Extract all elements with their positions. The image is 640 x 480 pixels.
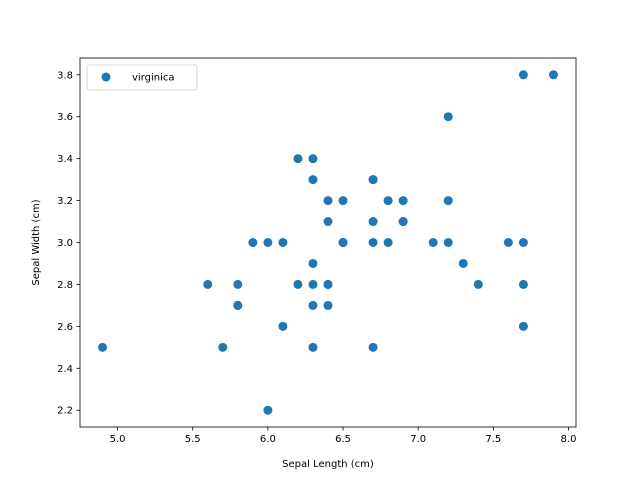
scatter-point (263, 405, 273, 415)
scatter-point (458, 258, 468, 268)
scatter-point (338, 196, 348, 206)
y-tick-label: 3.0 (57, 238, 73, 249)
scatter-point (368, 238, 378, 247)
x-tick-label: 8.0 (561, 434, 577, 445)
scatter-point (368, 175, 378, 185)
scatter-point (398, 217, 408, 227)
y-tick-label: 3.2 (57, 196, 73, 207)
scatter-point (383, 238, 393, 247)
ticks-layer: 5.0 5.5 6.0 6.5 7.0 7.5 8.0 2.2 2.4 2.6 2.8 3.0 3.2 3… (57, 70, 576, 445)
scatter-point (263, 238, 273, 247)
legend-box (86, 64, 198, 91)
scatter-point (443, 112, 453, 122)
scatter-point (203, 279, 213, 289)
scatter-point (518, 70, 528, 80)
x-tick-label: 5.0 (110, 434, 126, 445)
x-tick-label: 7.0 (410, 434, 426, 445)
scatter-point (218, 342, 228, 352)
scatter-point (278, 321, 288, 331)
scatter-point (518, 279, 528, 289)
plot-frame (79, 57, 577, 428)
x-tick-label: 6.5 (335, 434, 351, 445)
scatter-point (308, 258, 318, 268)
scatter-point (293, 154, 303, 164)
scatter-point (323, 279, 333, 289)
y-tick-label: 2.2 (57, 406, 73, 417)
legend-label-virginica: virginica (132, 73, 175, 84)
y-tick-label: 2.8 (57, 280, 73, 291)
scatter-point (338, 238, 348, 247)
y-tick-label: 3.8 (57, 70, 73, 81)
y-tick-label: 3.6 (57, 112, 73, 123)
scatter-point (398, 196, 408, 206)
x-tick-label: 7.5 (485, 434, 501, 445)
x-tick-label: 5.5 (185, 434, 201, 445)
scatter-point (323, 196, 333, 206)
scatter-point (248, 238, 258, 247)
legend: virginica (86, 64, 198, 91)
scatter-point (368, 342, 378, 352)
scatter-point (368, 217, 378, 227)
x-axis-title: Sepal Length (cm) (282, 459, 374, 470)
scatter-point (548, 70, 558, 80)
scatter-point (308, 300, 318, 310)
scatter-point (443, 196, 453, 206)
y-tick-label: 3.4 (57, 154, 73, 165)
scatter-point (233, 279, 243, 289)
legend-marker (101, 72, 111, 82)
scatter-point (308, 279, 318, 289)
points-layer (98, 70, 558, 415)
scatter-point (308, 175, 318, 185)
y-tick-label: 2.4 (57, 364, 73, 375)
scatter-point (278, 238, 288, 247)
x-tick-label: 6.0 (260, 434, 276, 445)
scatter-point (383, 196, 393, 206)
scatter-point (233, 300, 243, 310)
scatter-point (503, 238, 513, 247)
scatter-point (518, 238, 528, 247)
scatter-point (443, 238, 453, 247)
scatter-point (308, 154, 318, 164)
scatter-point (323, 217, 333, 227)
scatter-point (293, 279, 303, 289)
scatter-point (323, 300, 333, 310)
scatter-point (98, 342, 108, 352)
scatter-point (308, 342, 318, 352)
scatter-point (428, 238, 438, 247)
y-tick-label: 2.6 (57, 322, 73, 333)
y-axis-title: Sepal Width (cm) (31, 199, 42, 285)
scatter-point (473, 279, 483, 289)
scatter-point (518, 321, 528, 331)
